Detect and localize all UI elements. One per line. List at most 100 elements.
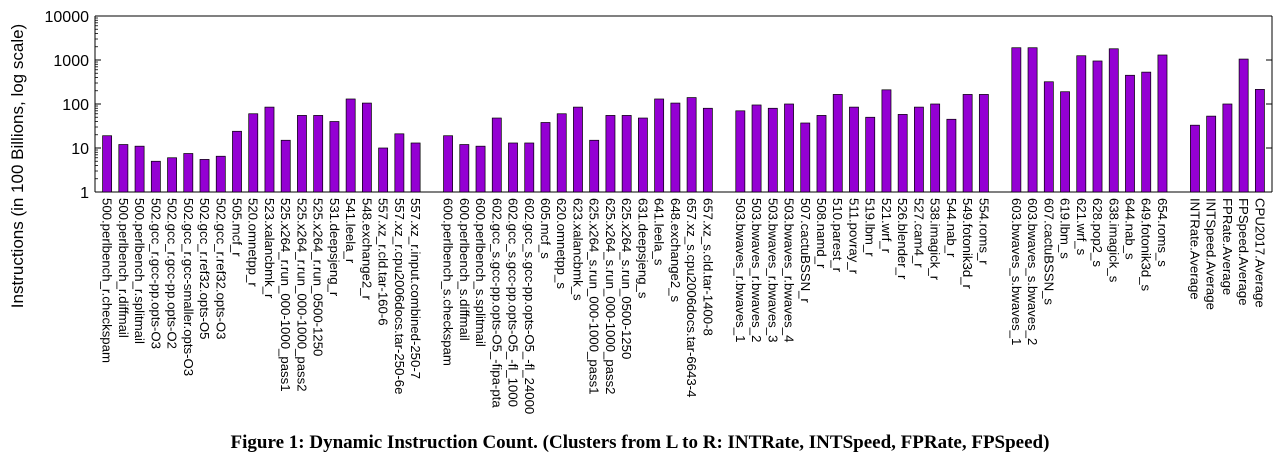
bar xyxy=(118,144,129,193)
x-tick-label: 549.fotonik3d_r xyxy=(960,198,975,290)
bar xyxy=(475,145,486,193)
x-tick-label: 641.leela_s xyxy=(652,198,667,266)
bar xyxy=(540,122,551,193)
bar xyxy=(1060,91,1070,193)
x-tick-label: 621.wrf_s xyxy=(1074,198,1089,256)
bar xyxy=(1157,54,1168,193)
bar xyxy=(297,115,307,193)
x-tick-label: 620.omnetpp_s xyxy=(554,198,569,289)
bar xyxy=(751,104,762,193)
x-tick-label: 531.deepsjeng_r xyxy=(327,198,342,297)
bar xyxy=(329,121,340,193)
bar xyxy=(491,117,502,193)
bar xyxy=(280,139,291,193)
bar xyxy=(508,142,518,193)
bar xyxy=(199,159,210,193)
y-tick-label: 10000 xyxy=(45,9,90,26)
bar xyxy=(686,97,697,193)
x-tick-label: 507.cactuBSSN_r xyxy=(798,198,813,303)
bar xyxy=(215,155,226,193)
x-tick-label: 538.imagick_r xyxy=(928,198,943,281)
x-tick-label: 525.x264_r.run_000-1000_pass1 xyxy=(278,198,293,392)
y-tick-label: 100 xyxy=(62,97,89,114)
x-tick-label: FPSpeed.Average xyxy=(1236,198,1251,306)
x-tick-label: 523.xalancbmk_r xyxy=(262,198,277,299)
x-tick-label: 631.deepsjeng_s xyxy=(635,198,650,299)
bar xyxy=(589,139,600,193)
bar xyxy=(800,122,811,193)
x-tick-label: 520.omnetpp_r xyxy=(246,198,261,287)
bar xyxy=(654,98,665,193)
bar xyxy=(1254,89,1265,193)
bar xyxy=(930,103,941,193)
x-tick-label: 508.namd_r xyxy=(814,198,829,269)
bar xyxy=(784,103,794,193)
x-tick-label: 500.perlbench_r.checkspam xyxy=(100,198,115,363)
x-tick-label: 605.mcf_s xyxy=(538,198,553,259)
x-tick-label: 638.imagick_s xyxy=(1106,198,1121,283)
bar xyxy=(410,142,421,193)
bar xyxy=(605,115,616,193)
bar xyxy=(816,115,827,193)
bar xyxy=(394,133,405,193)
bar xyxy=(248,113,259,193)
x-tick-label: 503.bwaves_r.bwaves_3 xyxy=(765,198,780,342)
x-tick-label: 502.gcc_r.gcc-pp.opts-O2 xyxy=(165,198,180,349)
bar xyxy=(702,107,713,193)
x-tick-label: 649.fotonik3d_s xyxy=(1139,198,1154,292)
y-axis-ticks: 1 10 100 1000 10000 xyxy=(45,9,1272,202)
x-tick-label: 527.cam4_r xyxy=(911,198,926,268)
x-tick-label: INTSpeed.Average xyxy=(1204,198,1219,310)
x-tick-label: 500.perlbench_r.splitmail xyxy=(132,198,147,344)
figure-caption: Figure 1: Dynamic Instruction Count. (Cl… xyxy=(230,432,1050,453)
x-tick-label: 654.roms_s xyxy=(1155,198,1170,267)
x-tick-label: 525.x264_r.run_000-1000_pass2 xyxy=(294,198,309,392)
x-tick-label: CPU2017.Average xyxy=(1252,198,1267,308)
x-tick-label: 554.roms_r xyxy=(976,198,991,265)
bar xyxy=(832,94,843,193)
x-tick-label: 541.leela_r xyxy=(343,198,358,264)
bar xyxy=(1206,115,1217,193)
x-tick-label: 657.xz_s.cpu2006docs.tar-6643-4 xyxy=(684,198,699,397)
y-tick-label: 10 xyxy=(71,141,89,158)
x-tick-label: 502.gcc_r.ref32.opts-O3 xyxy=(213,198,228,339)
bar xyxy=(1108,48,1119,193)
x-tick-label: 625.x264_s.run_000-1000_pass1 xyxy=(587,198,602,395)
bar xyxy=(881,89,892,193)
x-tick-label: 657.xz_s.cld.tar-1400-8 xyxy=(700,198,715,336)
bar xyxy=(962,94,973,193)
bar xyxy=(1238,58,1249,193)
bar xyxy=(378,147,389,193)
bar xyxy=(1092,60,1103,193)
bar xyxy=(1125,74,1135,193)
x-axis-labels: 500.perlbench_r.checkspam 500.perlbench_r… xyxy=(100,198,1268,414)
x-tick-label: 505.mcf_r xyxy=(230,198,245,257)
bar xyxy=(1043,81,1054,193)
x-tick-label: 502.gcc_r.ref32.opts-O5 xyxy=(197,198,212,339)
bar xyxy=(264,106,275,193)
bar xyxy=(767,107,778,193)
x-tick-label: 526.blender_r xyxy=(895,198,910,280)
x-tick-label: 600.perlbench_s.checkspam xyxy=(441,198,456,366)
bar xyxy=(459,144,470,193)
x-tick-label: 600.perlbench_s.splitmail xyxy=(473,198,488,347)
bar xyxy=(1076,55,1087,193)
bar xyxy=(638,117,648,193)
bar xyxy=(621,115,632,193)
x-tick-label: 648.exchange2_s xyxy=(668,198,683,303)
x-tick-label: 544.nab_r xyxy=(944,198,959,258)
bar xyxy=(1141,71,1152,193)
bar xyxy=(914,106,924,193)
x-tick-label: INTRate.Average xyxy=(1187,198,1202,300)
y-tick-label: 1000 xyxy=(53,53,89,70)
x-tick-label: 548.exchange2_r xyxy=(359,198,374,301)
bar xyxy=(102,135,113,193)
bar xyxy=(150,160,161,193)
bar xyxy=(345,98,356,193)
bar xyxy=(443,135,453,193)
bar xyxy=(978,94,989,193)
bar-series xyxy=(102,47,1265,193)
x-tick-label: 503.bwaves_r.bwaves_1 xyxy=(733,198,748,342)
chart-axes xyxy=(94,15,1273,193)
bar xyxy=(313,115,324,193)
